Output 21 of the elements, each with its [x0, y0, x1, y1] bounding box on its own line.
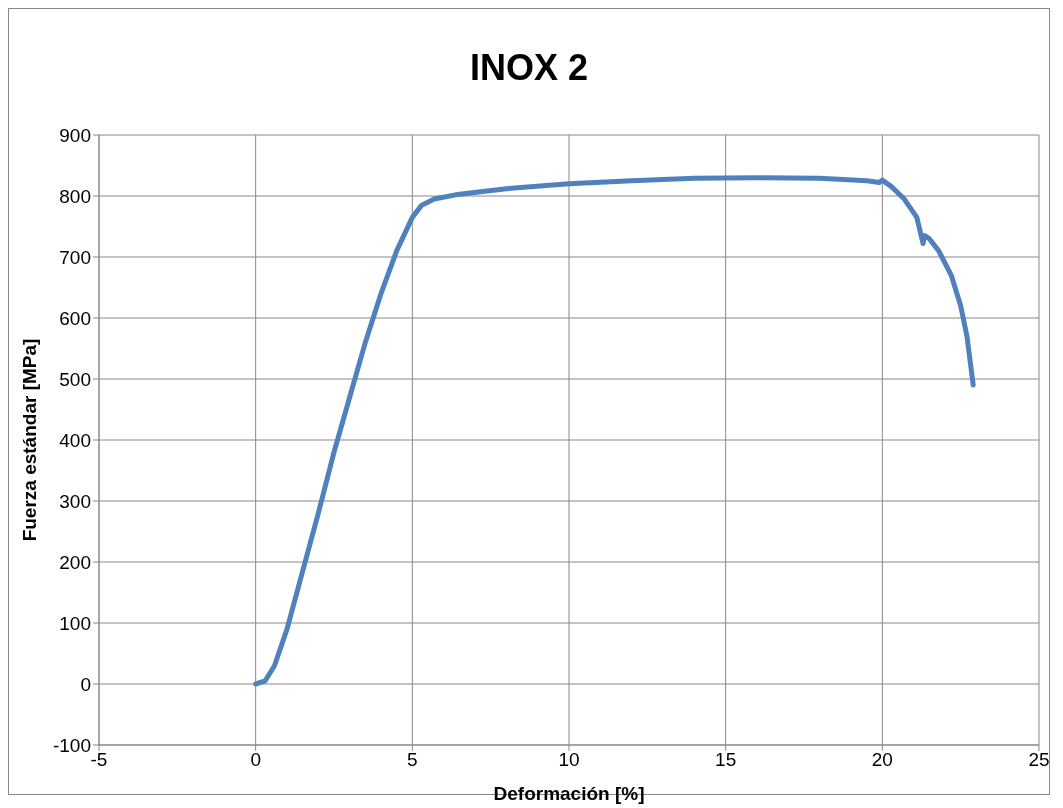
y-tick-label: 800	[59, 185, 91, 207]
x-tick-label: 5	[407, 749, 418, 771]
y-tick-label: 200	[59, 551, 91, 573]
x-axis-title: Deformación [%]	[493, 783, 645, 804]
y-tick-label: 300	[59, 490, 91, 512]
y-tick-label: 500	[59, 368, 91, 390]
x-tick-label: 25	[1028, 749, 1050, 771]
y-tick-label: -100	[52, 734, 91, 756]
y-axis-title: Fuerza estándar [MPa]	[18, 338, 40, 542]
x-tick-label: 15	[715, 749, 737, 771]
y-tick-label: 900	[59, 124, 91, 146]
y-tick-label: 400	[59, 429, 91, 451]
y-tick-label: 600	[59, 307, 91, 329]
y-tick-label: 100	[59, 612, 91, 634]
x-tick-label: 0	[250, 749, 261, 771]
y-tick-label: 700	[59, 246, 91, 268]
y-tick-label: 0	[80, 673, 91, 695]
x-tick-label: 10	[558, 749, 580, 771]
x-tick-label: 20	[871, 749, 893, 771]
chart-title: INOX 2	[468, 46, 589, 90]
x-tick-label: -5	[90, 749, 108, 771]
